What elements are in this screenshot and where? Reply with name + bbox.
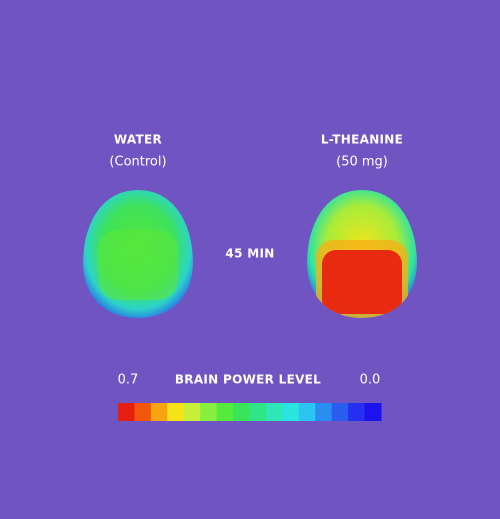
- panel-title: WATER: [114, 133, 162, 147]
- color-swatch: [233, 403, 250, 421]
- color-swatch: [134, 403, 152, 421]
- legend-max: 0.0: [360, 373, 381, 388]
- color-swatch: [167, 403, 185, 421]
- color-swatch: [348, 403, 366, 421]
- color-scale: [118, 403, 382, 421]
- color-swatch: [150, 403, 168, 421]
- panel-subtitle: (Control): [109, 155, 166, 170]
- color-swatch: [200, 403, 218, 421]
- color-swatch: [298, 403, 316, 421]
- color-swatch: [249, 403, 267, 421]
- brain-map-theanine: [307, 190, 417, 318]
- color-swatch: [331, 403, 349, 421]
- color-swatch: [265, 403, 283, 421]
- time-label: 45 MIN: [225, 247, 274, 261]
- color-swatch: [118, 403, 135, 421]
- color-swatch: [282, 403, 300, 421]
- panel-subtitle: (50 mg): [336, 155, 388, 170]
- brain-map-water: [83, 190, 193, 318]
- color-swatch: [183, 403, 201, 421]
- panel-title: L-THEANINE: [321, 133, 403, 147]
- color-swatch: [364, 403, 382, 421]
- legend-min: 0.7: [118, 373, 139, 388]
- legend-title: BRAIN POWER LEVEL: [175, 373, 321, 387]
- color-swatch: [216, 403, 234, 421]
- color-swatch: [315, 403, 333, 421]
